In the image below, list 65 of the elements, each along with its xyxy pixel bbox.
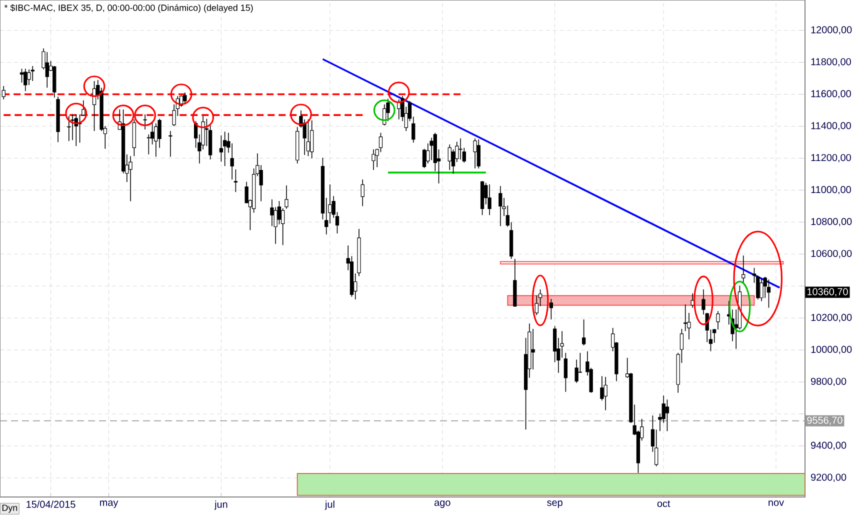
- candlestick: [684, 304, 688, 332]
- candlestick: [27, 68, 31, 86]
- y-tick-label: 11200,00: [811, 154, 851, 162]
- x-tick-label: sep: [547, 500, 562, 508]
- y-tick-label: 10000,00: [811, 346, 852, 354]
- candlestick: [219, 134, 224, 162]
- candlestick: [531, 328, 535, 370]
- candlestick: [564, 352, 568, 392]
- candlestick: [45, 52, 49, 88]
- candlestick: [386, 98, 390, 122]
- candlestick: [498, 186, 502, 227]
- candlestick: [742, 255, 746, 284]
- candlestick: [604, 376, 608, 411]
- candlestick: [223, 131, 227, 166]
- candlestick: [473, 138, 477, 169]
- candlestick: [24, 68, 28, 92]
- x-tick-label: 15/04/2015: [26, 500, 76, 508]
- y-tick-label: 9400,00: [811, 442, 846, 450]
- y-tick-label: 9800,00: [811, 378, 846, 386]
- candlestick: [716, 310, 720, 330]
- candlestick: [168, 130, 172, 158]
- candlestick: [378, 132, 383, 153]
- candlestick: [2, 86, 6, 100]
- candlestick: [549, 298, 554, 320]
- y-tick-label: 11800,00: [811, 58, 851, 66]
- candlestick: [430, 137, 434, 161]
- candlestick: [230, 142, 234, 180]
- y-tick-label: 10800,00: [811, 218, 852, 226]
- x-tick-label: oct: [657, 500, 670, 508]
- x-tick-label: may: [100, 500, 118, 508]
- candlestick: [306, 118, 310, 157]
- chart-title: * $IBC-MAC, IBEX 35, D, 00:00-00:00 (Dinámico) (delayed 15): [4, 4, 253, 13]
- candlestick: [234, 168, 238, 192]
- candlestick: [360, 179, 364, 207]
- candlestick: [70, 114, 74, 141]
- candlestick: [30, 66, 34, 82]
- candlestick: [488, 184, 492, 216]
- text: Dyn: [2, 504, 18, 513]
- y-tick-label: 9200,00: [811, 474, 846, 482]
- y-tick-label: 12000,00: [811, 26, 852, 34]
- x-tick-label: ago: [434, 500, 450, 508]
- candlestick: [582, 319, 586, 346]
- candlestick: [128, 156, 132, 202]
- y-tick-label: 10600,00: [811, 250, 852, 258]
- x-tick-label: nov: [768, 500, 784, 506]
- candlestick: [448, 144, 452, 170]
- ref-line-label: 9556,70: [807, 416, 842, 425]
- candlestick: [476, 138, 480, 169]
- candlestick: [67, 116, 71, 142]
- y-tick-label: 11600,00: [811, 90, 851, 98]
- candlestick: [766, 279, 771, 308]
- candlestick: [20, 68, 24, 84]
- candlestick: [154, 122, 158, 158]
- text: 10360,70: [807, 288, 848, 296]
- candlestick: [372, 149, 376, 170]
- candlestick: [143, 114, 147, 130]
- candlestick: [310, 120, 314, 159]
- candlestick: [665, 399, 670, 432]
- y-tick-label: 11000,00: [811, 186, 851, 194]
- candlestick: [284, 184, 288, 210]
- candlestick: [760, 278, 764, 302]
- x-tick-label: jul: [324, 500, 334, 510]
- x-tick-label: jun: [214, 500, 228, 510]
- y-tick-label: 11400,00: [811, 122, 851, 130]
- y-tick-label: 10200,00: [811, 314, 852, 322]
